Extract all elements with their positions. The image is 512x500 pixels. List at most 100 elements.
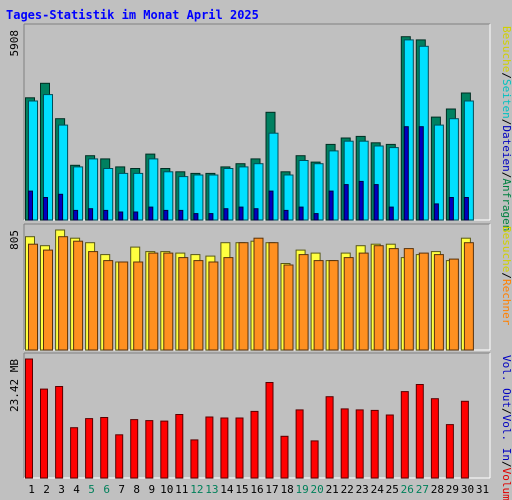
bar-visits-rechner-day-6: [103, 260, 114, 351]
bar-volume-volumen-day-30: [460, 400, 469, 479]
x-axis-day-labels: 1 2 3 4 5 6 7 8 9 10 11 12 13 14 15 16 17 18 19 20 21 22 23 24 2…: [28, 483, 489, 496]
x-tick-label-day-10: 10: [160, 483, 173, 496]
bar-volume-volumen-day-21: [325, 396, 334, 479]
bar-requests-seiten-day-13: [208, 213, 214, 221]
bar-volume-volumen-day-9: [145, 420, 154, 479]
panel-volume-legend-item-1: /: [500, 461, 512, 468]
x-tick-label-day-29: 29: [446, 483, 459, 496]
bar-requests-dateien-day-20: [313, 163, 324, 221]
x-tick-label-day-12: 12: [190, 483, 203, 496]
bar-requests-seiten-day-11: [178, 209, 184, 221]
bar-visits-rechner-day-22: [343, 257, 354, 351]
bar-visits-rechner-day-21: [328, 260, 339, 351]
bar-volume-volumen-day-14: [220, 417, 229, 479]
bar-requests-seiten-day-3: [58, 193, 64, 221]
panel-requests-legend: Besuche/Seiten/Dateien/Anfragen: [500, 26, 512, 231]
bar-visits-rechner-day-27: [418, 252, 429, 351]
bar-visits-rechner-day-12: [193, 260, 204, 351]
bar-visits-rechner-day-5: [88, 251, 99, 351]
bar-requests-seiten-day-7: [118, 211, 124, 221]
bar-visits-rechner-day-29: [448, 258, 459, 351]
bar-requests-seiten-day-14: [223, 208, 229, 221]
bar-visits-rechner-day-9: [148, 252, 159, 351]
panel-volume: 23.42 MB Vol. Out/Vol. In/Volumen: [8, 352, 512, 500]
bar-requests-seiten-day-16: [253, 208, 259, 221]
bar-visits-rechner-day-19: [298, 254, 309, 351]
bar-volume-volumen-day-28: [430, 398, 439, 479]
x-tick-label-day-4: 4: [73, 483, 80, 496]
x-tick-label-day-21: 21: [326, 483, 339, 496]
bar-visits-rechner-day-23: [358, 252, 369, 351]
bar-visits-rechner-day-16: [253, 237, 264, 351]
bar-visits-rechner-day-15: [238, 242, 249, 351]
bar-visits-rechner-day-7: [118, 261, 129, 351]
bar-requests-seiten-day-25: [388, 206, 394, 221]
bar-requests-seiten-day-24: [373, 184, 379, 221]
bar-volume-volumen-day-16: [250, 410, 259, 479]
x-tick-label-day-31: 31: [476, 483, 489, 496]
bar-requests-seiten-day-21: [328, 190, 334, 221]
bar-volume-volumen-day-23: [355, 409, 364, 479]
bar-volume-volumen-day-3: [55, 386, 64, 479]
bar-requests-seiten-day-20: [313, 213, 319, 221]
bar-visits-rechner-day-14: [223, 257, 234, 351]
bar-volume-volumen-day-26: [400, 391, 409, 479]
x-tick-label-day-18: 18: [280, 483, 293, 496]
bar-visits-rechner-day-26: [403, 248, 414, 351]
x-tick-label-day-6: 6: [103, 483, 110, 496]
bar-requests-seiten-day-8: [133, 211, 139, 221]
bar-volume-volumen-day-7: [115, 434, 124, 479]
bar-requests-seiten-day-12: [193, 213, 199, 221]
panel-requests-legend-item-4: Seiten: [500, 79, 512, 119]
x-tick-label-day-25: 25: [386, 483, 399, 496]
bar-visits-rechner-day-2: [43, 249, 53, 351]
panel-visits-legend-item-0: Rechner: [500, 279, 512, 326]
bar-volume-volumen-day-29: [445, 424, 454, 479]
bar-volume-volumen-day-27: [415, 384, 424, 479]
bar-visits-rechner-day-11: [178, 257, 189, 351]
chart-title: Tages-Statistik im Monat April 2025: [6, 8, 259, 22]
panel-requests-legend-item-6: Besuche: [500, 26, 512, 72]
x-tick-label-day-19: 19: [295, 483, 308, 496]
bar-requests-seiten-day-28: [433, 203, 439, 221]
x-tick-label-day-7: 7: [118, 483, 125, 496]
bar-volume-volumen-day-24: [370, 409, 379, 479]
bar-volume-volumen-day-19: [295, 409, 304, 479]
x-tick-label-day-3: 3: [58, 483, 65, 496]
bar-visits-rechner-day-4: [73, 240, 84, 351]
panel-requests-legend-item-2: Dateien: [500, 125, 512, 171]
panel-visits-max-label: 805: [8, 230, 21, 250]
bar-volume-volumen-day-4: [70, 427, 79, 479]
bar-volume-volumen-day-11: [175, 414, 184, 479]
panel-requests-max-label: 5908: [8, 30, 21, 57]
bar-volume-volumen-day-17: [265, 382, 274, 479]
bar-volume-volumen-day-25: [385, 414, 394, 479]
x-tick-label-day-2: 2: [43, 483, 50, 496]
bar-requests-seiten-day-22: [343, 184, 349, 221]
bar-requests-seiten-day-27: [418, 126, 424, 221]
panel-requests-legend-item-1: /: [500, 172, 512, 179]
panel-volume-legend-item-4: Vol. Out: [500, 355, 512, 408]
panel-visits-legend-item-1: /: [500, 272, 512, 279]
bar-requests-seiten-day-1: [28, 190, 33, 221]
x-tick-label-day-17: 17: [265, 483, 278, 496]
bar-visits-rechner-day-18: [283, 264, 294, 351]
x-tick-label-day-20: 20: [310, 483, 323, 496]
bar-requests-seiten-day-9: [148, 206, 154, 221]
bar-visits-rechner-day-3: [58, 236, 69, 351]
bar-volume-volumen-day-1: [25, 358, 33, 479]
bar-requests-seiten-day-5: [88, 208, 94, 221]
bar-visits-rechner-day-1: [28, 243, 38, 351]
bar-volume-volumen-day-22: [340, 408, 349, 479]
x-tick-label-day-26: 26: [401, 483, 414, 496]
x-tick-label-day-30: 30: [461, 483, 474, 496]
x-tick-label-day-9: 9: [148, 483, 155, 496]
x-tick-label-day-23: 23: [356, 483, 369, 496]
panel-volume-legend: Vol. Out/Vol. In/Volumen: [500, 355, 512, 500]
panel-visits-legend: Besuche/Rechner: [500, 226, 512, 326]
bar-volume-volumen-day-13: [205, 416, 214, 479]
bar-requests-seiten-day-2: [43, 197, 48, 221]
x-tick-label-day-27: 27: [416, 483, 429, 496]
